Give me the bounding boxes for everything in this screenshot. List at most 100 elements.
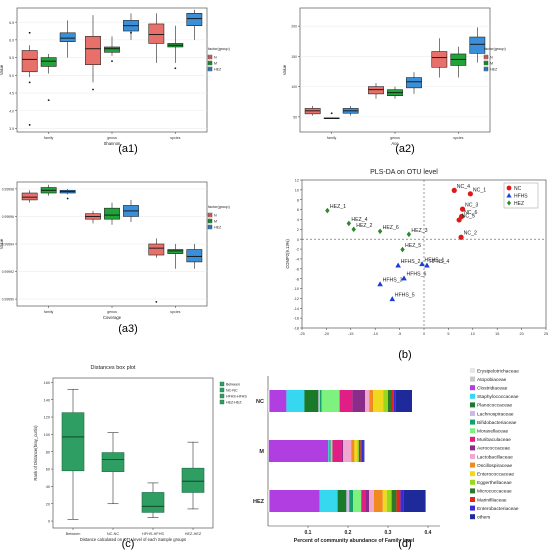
a1-legend-title: factor(group) [208, 47, 230, 51]
a2-legend-label-N: N [490, 55, 493, 59]
c-legend-label: NC-NC [226, 388, 238, 392]
d-bar-segment [373, 390, 384, 412]
c-box [141, 492, 165, 513]
d-bar-segment [369, 490, 374, 512]
a3-box-N [21, 192, 38, 201]
b-xtick-label: -25 [299, 332, 305, 336]
a3-xlabel: Coverage [103, 315, 122, 320]
a3-ylabel: Value [0, 238, 4, 249]
d-legend-label: Planococcaceae [477, 403, 513, 409]
c-xtick-label: NC-NC [107, 532, 119, 536]
a2-xtick-label: family [327, 136, 337, 140]
b-legend-marker-nc [506, 185, 512, 191]
d-legend-label: Erysipelotrichaceae [477, 368, 519, 374]
a2-xlabel: Ace [391, 141, 399, 146]
d-legend-swatch [470, 462, 475, 468]
panel-label-a1: (a1) [118, 143, 138, 155]
b-point-hfhs [389, 296, 396, 302]
d-category-label: NC [256, 399, 264, 405]
b-point-hez [351, 226, 356, 233]
a3-outlier-N [155, 300, 158, 303]
d-legend-swatch [470, 436, 475, 442]
d-legend-label: Micrococcaceae [477, 489, 512, 495]
a1-xtick-label: family [44, 136, 54, 140]
c-ytick-label: 140 [44, 398, 50, 402]
b-ytick-label: 2 [297, 228, 299, 232]
a2-legend-label-M: M [490, 61, 493, 65]
panel-label-d: (d) [398, 538, 411, 550]
c-ytick-label: 160 [44, 381, 50, 385]
d-bar-segment [351, 440, 355, 462]
b-point-hez [346, 220, 352, 227]
d-bar-segment [363, 440, 365, 462]
b-point-label: NC_4 [457, 184, 470, 190]
a2-ytick-label: 100 [291, 85, 297, 89]
d-legend-swatch [470, 488, 475, 494]
b-xtick-label: 25 [544, 332, 548, 336]
d-bar-segment [354, 440, 358, 462]
a1-outlier-M [111, 60, 113, 63]
d-xtick-label: 0.1 [305, 530, 312, 536]
d-bar-segment [382, 490, 387, 512]
b-point-label: HFHS_3 [383, 278, 403, 284]
a3-box-M [104, 207, 120, 220]
b-point-hfhs [377, 281, 383, 287]
c-ytick-label: 0 [48, 520, 50, 524]
d-bar-segment [268, 490, 270, 512]
b-ytick-label: -16 [294, 317, 300, 321]
d-bar-segment [366, 490, 370, 512]
d-legend-label: Oscillospiraceae [477, 463, 513, 469]
panel-label-a3: (a3) [118, 323, 138, 335]
a1-box-M [104, 46, 120, 53]
d-legend-swatch [470, 479, 475, 485]
c-xtick-label: Between [66, 532, 81, 536]
b-xtick-label: 5 [447, 332, 449, 336]
panel-label-a2: (a2) [395, 143, 415, 155]
b-ytick-label: -8 [296, 277, 299, 281]
b-ytick-label: 12 [295, 179, 299, 183]
d-bar-segment [392, 390, 394, 412]
d-bar-segment [268, 440, 328, 462]
b-ytick-label: -6 [296, 267, 299, 271]
b-point-label: HFHS_5 [395, 292, 415, 298]
d-legend-label: others [477, 515, 491, 521]
b-chart-title: PLS-DA on OTU level [370, 169, 438, 176]
a1-outlier-N [28, 124, 31, 126]
a1-ytick-label: 6.5 [9, 21, 14, 25]
a2-xtick-label: spcies [453, 136, 463, 140]
c-legend-swatch [219, 399, 225, 405]
a3-box-N [148, 243, 165, 256]
b-ytick-label: -2 [296, 248, 299, 252]
a1-xtick-label: spcies [170, 136, 180, 140]
b-point-label: HEZ_2 [356, 223, 372, 229]
d-legend-swatch [470, 402, 475, 408]
d-legend-swatch [470, 514, 475, 520]
a1-outlier-M [174, 67, 177, 70]
a3-ytick-label: 0.99990 [2, 298, 14, 302]
d-legend-label: Moraxellaceae [477, 429, 509, 435]
d-bar-segment [391, 490, 397, 512]
a3-legend-title: factor(group) [208, 205, 230, 209]
a3-xtick-label: family [44, 310, 54, 314]
a3-ytick-label: 0.99998 [2, 187, 14, 191]
d-legend-swatch [470, 393, 475, 399]
d-bar-segment [386, 490, 392, 512]
d-bar-segment [393, 390, 396, 412]
d-bar-segment [353, 490, 362, 512]
a1-box-N [21, 50, 38, 73]
c-chart-title: Distances box plot [91, 365, 136, 371]
a3-ytick-label: 0.99992 [2, 270, 14, 274]
a3-legend-label-M: M [214, 219, 217, 223]
a1-outlier-N [28, 31, 31, 34]
a2-legend-label-HEZ: HEZ [490, 67, 498, 71]
b-point-nc [458, 234, 464, 240]
d-category-label: HEZ [253, 499, 265, 505]
a2-ytick-label: 150 [291, 55, 297, 59]
c-legend-label: HFHS-HFHS [226, 394, 247, 398]
b-legend-label: NC [514, 186, 522, 192]
a3-ytick-label: 0.99994 [2, 243, 14, 247]
d-bar-segment [329, 440, 331, 462]
b-point-label: NC_5 [462, 213, 475, 219]
d-bar-segment [361, 490, 366, 512]
a1-outlier-M [47, 99, 50, 102]
